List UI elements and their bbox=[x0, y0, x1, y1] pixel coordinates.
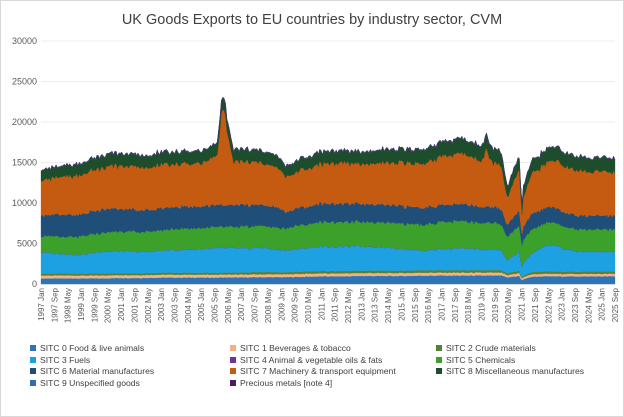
legend-label: SITC 7 Machinery & transport equipment bbox=[240, 366, 396, 376]
x-tick-label: 2000 May bbox=[104, 288, 113, 323]
legend-label: SITC 8 Miscellaneous manufactures bbox=[446, 366, 585, 376]
x-tick-label: 2018 May bbox=[464, 288, 473, 323]
x-tick-label: 1999 Sep bbox=[90, 287, 99, 322]
x-tick-label: 2003 Sep bbox=[171, 287, 180, 322]
legend-swatch bbox=[436, 368, 442, 374]
x-tick-label: 1997 Jan bbox=[37, 288, 46, 321]
legend-item: SITC 2 Crude materials bbox=[436, 343, 536, 353]
x-tick-label: 2023 Jan bbox=[558, 288, 567, 321]
legend-swatch bbox=[30, 356, 36, 363]
y-tick-label: 0 bbox=[32, 279, 37, 289]
legend-swatch bbox=[30, 379, 36, 386]
legend-item: SITC 5 Chemicals bbox=[436, 355, 515, 365]
legend-swatch bbox=[436, 356, 442, 363]
x-tick-label: 2025 Sep bbox=[611, 287, 620, 322]
x-tick-label: 2019 Sep bbox=[491, 287, 500, 322]
legend-item: SITC 6 Material manufactures bbox=[30, 366, 154, 376]
legend-item: SITC 8 Miscellaneous manufactures bbox=[436, 366, 584, 376]
y-tick-label: 15000 bbox=[12, 158, 37, 168]
legend-item: SITC 9 Unspecified goods bbox=[30, 378, 140, 388]
y-tick-label: 30000 bbox=[12, 36, 37, 46]
legend-item: SITC 7 Machinery & transport equipment bbox=[230, 366, 396, 376]
x-tick-label: 2008 May bbox=[264, 288, 273, 323]
x-tick-label: 2021 Sep bbox=[531, 287, 540, 322]
legend-label: SITC 2 Crude materials bbox=[446, 343, 536, 353]
x-tick-label: 2011 Sep bbox=[331, 287, 340, 321]
x-tick-label: 2013 Jan bbox=[357, 288, 366, 321]
x-tick-label: 2025 Jan bbox=[598, 288, 607, 321]
x-tick-label: 2015 Sep bbox=[411, 287, 420, 322]
chart-title: UK Goods Exports to EU countries by indu… bbox=[121, 12, 503, 28]
x-tick-label: 2006 May bbox=[224, 288, 233, 323]
x-tick-label: 2005 Jan bbox=[197, 288, 206, 321]
legend-label: SITC 1 Beverages & tobacco bbox=[240, 343, 351, 353]
x-tick-labels: 1997 Jan 1997 Sep 1998 May 1999 Jan 1999 Sep… bbox=[37, 287, 620, 323]
x-tick-label: 2013 Sep bbox=[371, 287, 380, 322]
x-tick-label: 2010 May bbox=[304, 288, 313, 323]
y-tick-label: 25000 bbox=[12, 77, 37, 87]
legend-swatch bbox=[230, 368, 236, 374]
x-tick-label: 2016 May bbox=[424, 288, 433, 323]
legend-swatch bbox=[230, 345, 236, 351]
y-tick-label: 10000 bbox=[12, 198, 37, 208]
x-tick-label: 2021 Jan bbox=[518, 288, 527, 321]
legend-item: SITC 1 Beverages & tobacco bbox=[230, 343, 351, 353]
legend-label: SITC 0 Food & live animals bbox=[40, 343, 145, 353]
legend-label: Precious metals [note 4] bbox=[240, 377, 333, 388]
x-tick-label: 2014 May bbox=[384, 288, 393, 323]
legend-label: SITC 9 Unspecified goods bbox=[40, 377, 140, 388]
x-tick-label: 1998 May bbox=[64, 288, 73, 323]
legend-label: SITC 4 Animal & vegetable oils & fats bbox=[240, 354, 383, 365]
x-tick-label: 2007 Sep bbox=[251, 287, 260, 322]
x-tick-label: 2005 Sep bbox=[211, 287, 220, 322]
legend-item: Precious metals [note 4] bbox=[230, 378, 332, 388]
x-tick-label: 2017 Jan bbox=[438, 288, 447, 321]
area-series-10 bbox=[40, 96, 616, 205]
x-tick-label: 2012 May bbox=[344, 288, 353, 323]
x-tick-label: 2017 Sep bbox=[451, 287, 460, 322]
y-tick-label: 5000 bbox=[17, 239, 37, 249]
x-tick-label: 2004 May bbox=[184, 288, 193, 323]
y-tick-labels: 0 5000 10000 15000 20000 25000 30000 bbox=[12, 36, 37, 289]
x-tick-label: 2003 Jan bbox=[157, 288, 166, 321]
x-tick-label: 2023 Sep bbox=[571, 287, 580, 322]
legend-item: SITC 3 Fuels bbox=[30, 355, 90, 365]
x-tick-label: 2007 Jan bbox=[237, 288, 246, 321]
legend-label: SITC 5 Chemicals bbox=[446, 354, 516, 365]
y-tick-label: 20000 bbox=[12, 117, 37, 127]
x-tick-label: 2009 Jan bbox=[277, 288, 286, 321]
legend-swatch bbox=[30, 345, 36, 351]
x-tick-label: 1999 Jan bbox=[77, 288, 86, 321]
legend-swatch bbox=[30, 368, 36, 374]
x-tick-label: 2015 Jan bbox=[397, 288, 406, 321]
legend-item: SITC 0 Food & live animals bbox=[30, 343, 144, 353]
x-tick-label: 2022 May bbox=[544, 288, 553, 323]
legend-swatch bbox=[230, 356, 236, 363]
legend-swatch bbox=[230, 379, 236, 386]
x-tick-label: 2001 Sep bbox=[130, 287, 139, 322]
x-tick-label: 2019 Jan bbox=[478, 288, 487, 321]
x-tick-label: 2020 May bbox=[504, 288, 513, 323]
legend-swatch bbox=[436, 345, 442, 351]
x-tick-label: 1997 Sep bbox=[50, 287, 59, 322]
x-tick-label: 2024 May bbox=[584, 288, 593, 323]
x-tick-label: 2011 Jan bbox=[317, 288, 326, 320]
series-areas bbox=[40, 96, 616, 285]
legend-item: SITC 4 Animal & vegetable oils & fats bbox=[230, 355, 382, 365]
x-tick-label: 2001 Jan bbox=[117, 288, 126, 321]
legend-label: SITC 6 Material manufactures bbox=[40, 366, 155, 376]
legend-label: SITC 3 Fuels bbox=[40, 354, 91, 365]
x-tick-label: 2009 Sep bbox=[291, 287, 300, 322]
x-tick-label: 2002 May bbox=[144, 288, 153, 323]
